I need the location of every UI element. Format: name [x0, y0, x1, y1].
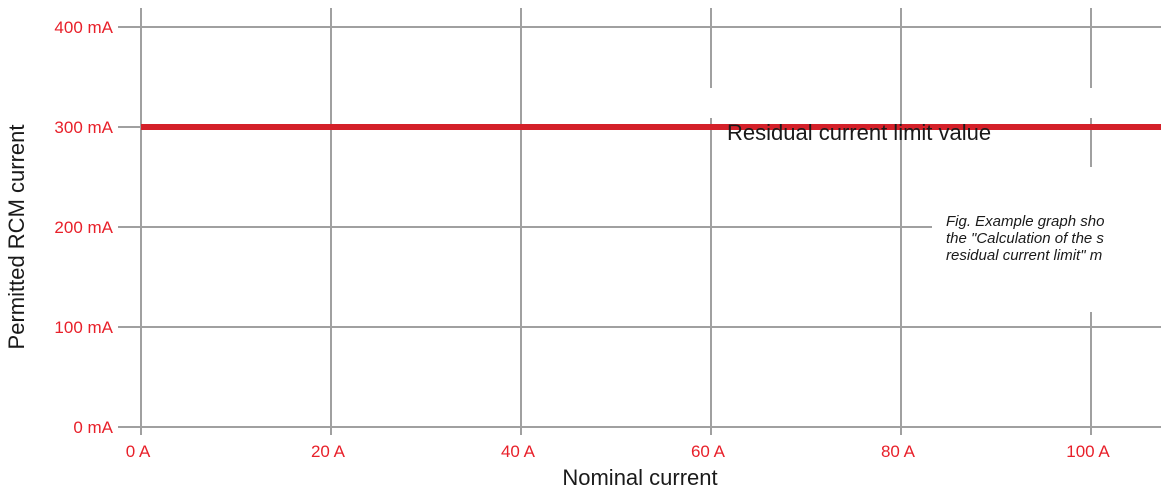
- x-axis-ticks: 0 A 20 A 40 A 60 A 80 A 100 A: [126, 442, 1111, 461]
- y-tick-label: 400 mA: [54, 18, 113, 37]
- y-tick-label: 100 mA: [54, 318, 113, 337]
- caption-line-1: Fig. Example graph sho: [946, 213, 1104, 230]
- x-tick-label: 60 A: [691, 442, 726, 461]
- annotation-limit-value: Residual current limit value: [727, 120, 991, 145]
- x-tick-label: 40 A: [501, 442, 536, 461]
- y-axis-ticks: 0 mA 100 mA 200 mA 300 mA 400 mA: [54, 18, 113, 437]
- x-tick-label: 100 A: [1066, 442, 1110, 461]
- y-tick-label: 300 mA: [54, 118, 113, 137]
- x-tick-label: 80 A: [881, 442, 916, 461]
- caption-line-3: residual current limit" m: [946, 247, 1102, 264]
- y-tick-label: 200 mA: [54, 218, 113, 237]
- figure-caption: Fig. Example graph sho the "Calculation …: [946, 213, 1104, 264]
- y-tick-label: 0 mA: [73, 418, 113, 437]
- y-axis-title: Permitted RCM current: [4, 125, 29, 350]
- x-tick-label: 0 A: [126, 442, 151, 461]
- x-axis-title: Nominal current: [562, 465, 717, 490]
- vertical-gridlines: [140, 8, 1092, 435]
- caption-line-2: the "Calculation of the s: [946, 230, 1104, 247]
- x-tick-label: 20 A: [311, 442, 346, 461]
